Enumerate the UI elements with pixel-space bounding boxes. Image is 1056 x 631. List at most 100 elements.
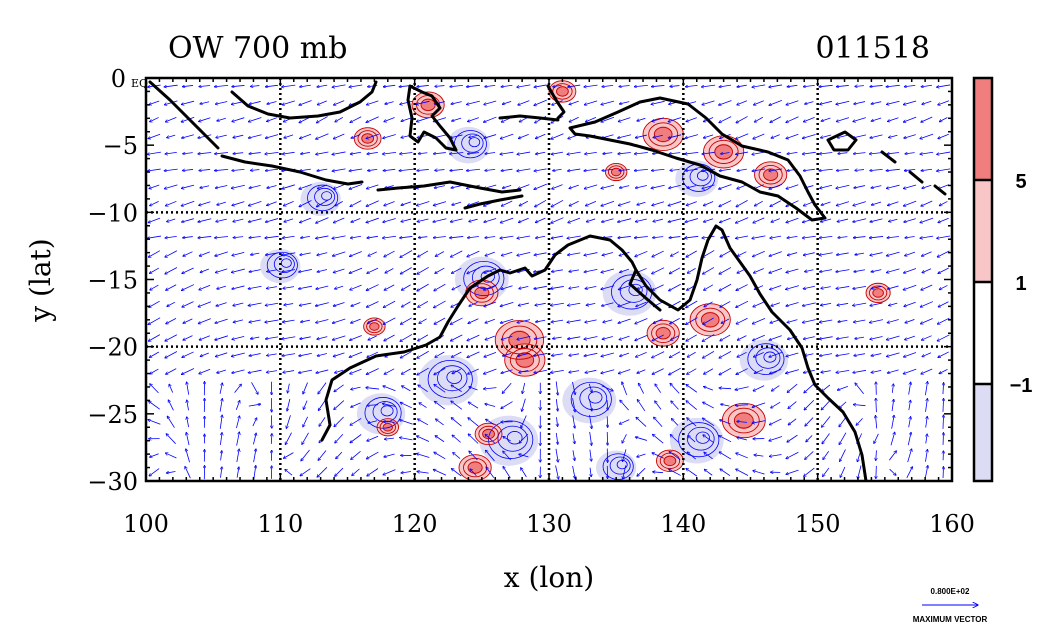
wind-vector-251	[332, 168, 346, 171]
wind-vector-976	[418, 419, 429, 426]
positive-contour-11-1	[868, 285, 888, 301]
wind-vector-333	[903, 184, 917, 189]
wind-vector-282	[855, 170, 865, 171]
wind-vector-664	[820, 302, 832, 305]
wind-vector-591	[401, 284, 411, 290]
wind-vector-94	[922, 100, 932, 104]
wind-vector-774	[249, 353, 261, 356]
wind-vector-206	[382, 151, 397, 154]
negative-region-1	[418, 355, 478, 406]
wind-vector-1014	[253, 433, 256, 445]
wind-vector-156	[351, 134, 361, 139]
wind-vector-426	[853, 218, 867, 222]
wind-vector-540	[349, 267, 363, 273]
wind-vector-439	[265, 235, 279, 238]
wind-vector-862	[921, 368, 933, 374]
wind-vector-676	[215, 318, 228, 323]
wind-vector-195	[198, 152, 212, 153]
negative-contour-3-1	[463, 260, 505, 297]
positive-contour-6-2	[700, 312, 720, 328]
wind-vector-505	[567, 252, 581, 255]
wind-vector-1032	[556, 432, 558, 444]
wind-vector-1024	[416, 436, 430, 442]
wind-vector-445	[367, 235, 378, 238]
wind-vector-88	[820, 100, 832, 104]
wind-vector-264	[553, 169, 562, 171]
wind-vector-215	[535, 151, 546, 154]
wind-vector-525	[904, 251, 916, 256]
wind-vector-854	[785, 369, 799, 374]
wind-vector-63	[400, 100, 413, 104]
wind-vector-657	[704, 301, 713, 307]
wind-vector-977	[435, 419, 444, 426]
wind-vector-484	[215, 251, 228, 256]
wind-vector-861	[903, 368, 917, 374]
wind-vector-985	[572, 415, 575, 428]
wind-vector-216	[551, 151, 564, 154]
wind-vector-951	[804, 399, 815, 410]
wind-vector-302	[385, 185, 394, 189]
wind-vector-198	[249, 153, 261, 154]
wind-vector-289	[164, 184, 178, 189]
y-tick-label-eq: EQ	[131, 77, 148, 90]
wind-vector-616	[821, 286, 831, 289]
wind-vector-173	[635, 134, 647, 138]
wind-vector-153	[299, 133, 312, 138]
wind-vector-106	[316, 116, 328, 122]
wind-vector-176	[685, 134, 699, 139]
wind-vector-238	[920, 151, 934, 154]
wind-vector-254	[383, 169, 396, 170]
wind-vector-61	[366, 100, 379, 105]
wind-vector-823	[266, 370, 277, 373]
wind-vector-406	[518, 217, 529, 222]
wind-vector-889	[572, 381, 575, 395]
wind-vector-66	[451, 101, 462, 104]
wind-vector-757	[769, 335, 782, 341]
wind-vector-649	[567, 302, 581, 305]
wind-vector-294	[249, 185, 261, 188]
wind-vector-436	[215, 236, 228, 237]
positive-contour-6-0	[689, 303, 731, 337]
wind-vector-543	[400, 267, 412, 275]
wind-vector-870	[251, 382, 258, 394]
wind-vector-329	[836, 184, 850, 188]
wind-vector-905	[837, 385, 848, 390]
wind-vector-1004	[891, 415, 894, 429]
wind-vector-877	[366, 388, 380, 389]
wind-vector-950	[788, 401, 797, 409]
wind-vector-185	[837, 134, 849, 138]
wind-vector-497	[435, 251, 445, 257]
wind-vector-978	[451, 418, 462, 427]
wind-vector-611	[736, 284, 748, 291]
wind-vector-750	[652, 334, 664, 341]
wind-vector-865	[169, 384, 174, 393]
wind-vector-761	[836, 336, 849, 339]
wind-vector-982	[521, 415, 527, 428]
positive-contour-12-2	[361, 133, 375, 144]
colorbar-band-1	[974, 282, 992, 384]
wind-vector-538	[317, 269, 328, 273]
wind-vector-660	[753, 301, 765, 307]
positive-contour-16-1	[758, 164, 783, 185]
wind-vector-648	[550, 302, 564, 305]
wind-vector-869	[234, 384, 242, 393]
wind-vector-33	[701, 84, 716, 87]
wind-vector-437	[233, 237, 244, 238]
positive-contour-4-2	[467, 461, 483, 474]
wind-vector-738	[450, 334, 463, 341]
wind-vector-786	[451, 351, 462, 357]
wind-vector-211	[467, 153, 479, 154]
wind-vector-95	[938, 100, 950, 105]
wind-vector-290	[181, 184, 195, 188]
wind-vector-446	[382, 235, 397, 238]
wind-vector-498	[450, 250, 463, 257]
wind-vector-881	[434, 384, 446, 393]
negative-contour-2-2	[497, 425, 528, 452]
wind-vector-125	[637, 117, 646, 121]
wind-vector-965	[236, 416, 239, 429]
wind-vector-482	[183, 251, 193, 257]
wind-vector-803	[737, 351, 747, 357]
wind-vector-126	[652, 117, 665, 122]
wind-vector-824	[283, 370, 295, 373]
wind-vector-798	[652, 351, 665, 358]
